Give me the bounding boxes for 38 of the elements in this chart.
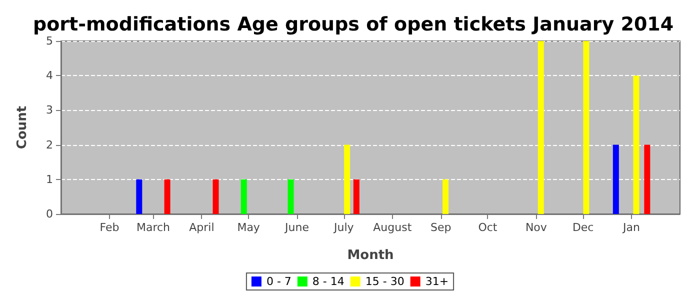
bar: [644, 144, 650, 214]
legend-label: 8 - 14: [312, 275, 344, 288]
x-tick-label: Dec: [572, 221, 594, 234]
x-tick-label: April: [189, 221, 214, 234]
y-tick-label: 0: [46, 208, 53, 220]
chart-title: port-modifications Age groups of open tickets January 2014: [33, 14, 674, 36]
x-tick-label: Jan: [622, 221, 640, 234]
bar: [240, 179, 247, 214]
x-tick-label: Sep: [430, 221, 452, 234]
x-tick-label: June: [284, 221, 310, 234]
x-tick-label: May: [237, 221, 260, 234]
y-axis-title: Count: [15, 106, 30, 150]
x-tick-label: Nov: [525, 221, 548, 234]
x-tick-label: July: [333, 221, 354, 234]
bar: [212, 179, 219, 214]
bar: [288, 179, 294, 214]
bar: [442, 179, 449, 214]
bar: [164, 179, 170, 214]
y-tick-label: 1: [46, 172, 53, 186]
bar: [136, 179, 142, 214]
y-tick-label: 2: [46, 138, 53, 152]
legend-label: 0 - 7: [266, 275, 292, 288]
y-tick-label: 3: [46, 104, 53, 117]
x-tick-label: Oct: [478, 221, 498, 234]
bar: [353, 179, 360, 214]
x-tick-label: March: [136, 221, 170, 234]
bar: [633, 76, 640, 214]
y-tick-label: 5: [46, 34, 53, 48]
x-axis-title: Month: [347, 248, 394, 263]
y-tick-label: 4: [46, 69, 53, 82]
legend-label: 15 - 30: [365, 275, 404, 288]
bar: [612, 144, 619, 214]
x-tick-label: Feb: [100, 221, 120, 234]
bar: [538, 41, 544, 214]
bar: [344, 144, 350, 214]
x-tick-label: August: [373, 221, 412, 234]
legend-label: 31+: [425, 275, 449, 288]
bar: [583, 41, 590, 214]
